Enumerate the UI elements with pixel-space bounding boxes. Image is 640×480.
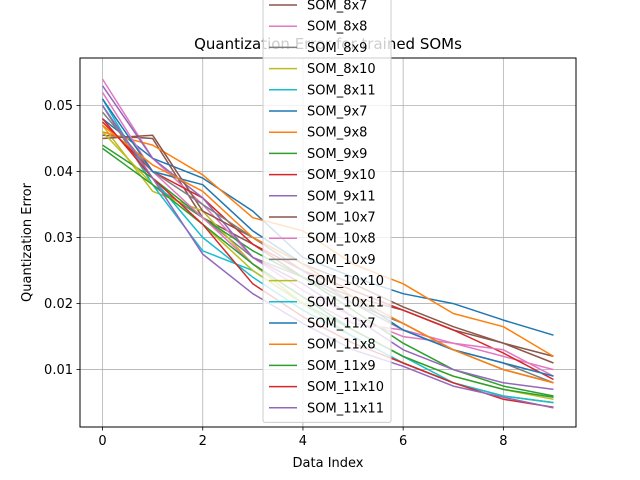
y-tick-label: 0.03 [44, 231, 73, 246]
legend-label: SOM_8x9 [307, 41, 367, 56]
x-tick-label: 0 [98, 434, 106, 449]
legend-box [262, 0, 392, 423]
x-axis-label: Data Index [293, 456, 364, 471]
legend-label: SOM_11x8 [307, 338, 376, 353]
legend-label: SOM_10x7 [307, 211, 376, 226]
x-tick-label: 6 [399, 434, 407, 449]
legend-label: SOM_8x10 [307, 62, 376, 77]
legend-label: SOM_11x11 [307, 401, 384, 416]
y-tick-label: 0.05 [44, 99, 73, 114]
legend-label: SOM_9x8 [307, 126, 367, 141]
legend-label: SOM_9x7 [307, 105, 367, 120]
axis-ticks: 0 2 4 6 8 0.01 0.02 0.03 0.04 0.05 [44, 99, 507, 449]
legend-label: SOM_9x9 [307, 147, 367, 162]
legend-label: SOM_8x11 [307, 83, 376, 98]
legend-label: SOM_11x10 [307, 380, 384, 395]
y-tick-label: 0.04 [44, 165, 73, 180]
legend-label: SOM_10x9 [307, 253, 376, 268]
legend-label: SOM_10x10 [307, 274, 384, 289]
legend-label: SOM_8x8 [307, 20, 367, 35]
x-tick-label: 4 [299, 434, 307, 449]
legend-label: SOM_10x8 [307, 232, 376, 247]
legend-label: SOM_9x10 [307, 168, 376, 183]
legend-label: SOM_11x7 [307, 317, 376, 332]
y-tick-label: 0.02 [44, 297, 73, 312]
legend: SOM_8x7 SOM_8x8 SOM_8x9 SOM_8x10 SOM_8x11 SOM… [262, 0, 392, 423]
y-axis-label: Quantization Error [20, 182, 35, 302]
y-tick-label: 0.01 [44, 363, 73, 378]
legend-label: SOM_9x11 [307, 189, 376, 204]
x-tick-label: 2 [199, 434, 207, 449]
legend-label: SOM_8x7 [307, 0, 367, 14]
legend-label: SOM_11x9 [307, 359, 376, 374]
x-tick-label: 8 [499, 434, 507, 449]
legend-label: SOM_10x11 [307, 295, 384, 310]
